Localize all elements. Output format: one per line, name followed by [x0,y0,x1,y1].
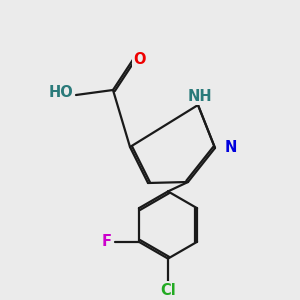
Text: NH: NH [188,89,213,104]
Text: F: F [101,234,111,249]
Text: Cl: Cl [160,283,176,298]
Text: N: N [225,140,237,155]
Text: O: O [133,52,146,67]
Text: HO: HO [48,85,73,100]
